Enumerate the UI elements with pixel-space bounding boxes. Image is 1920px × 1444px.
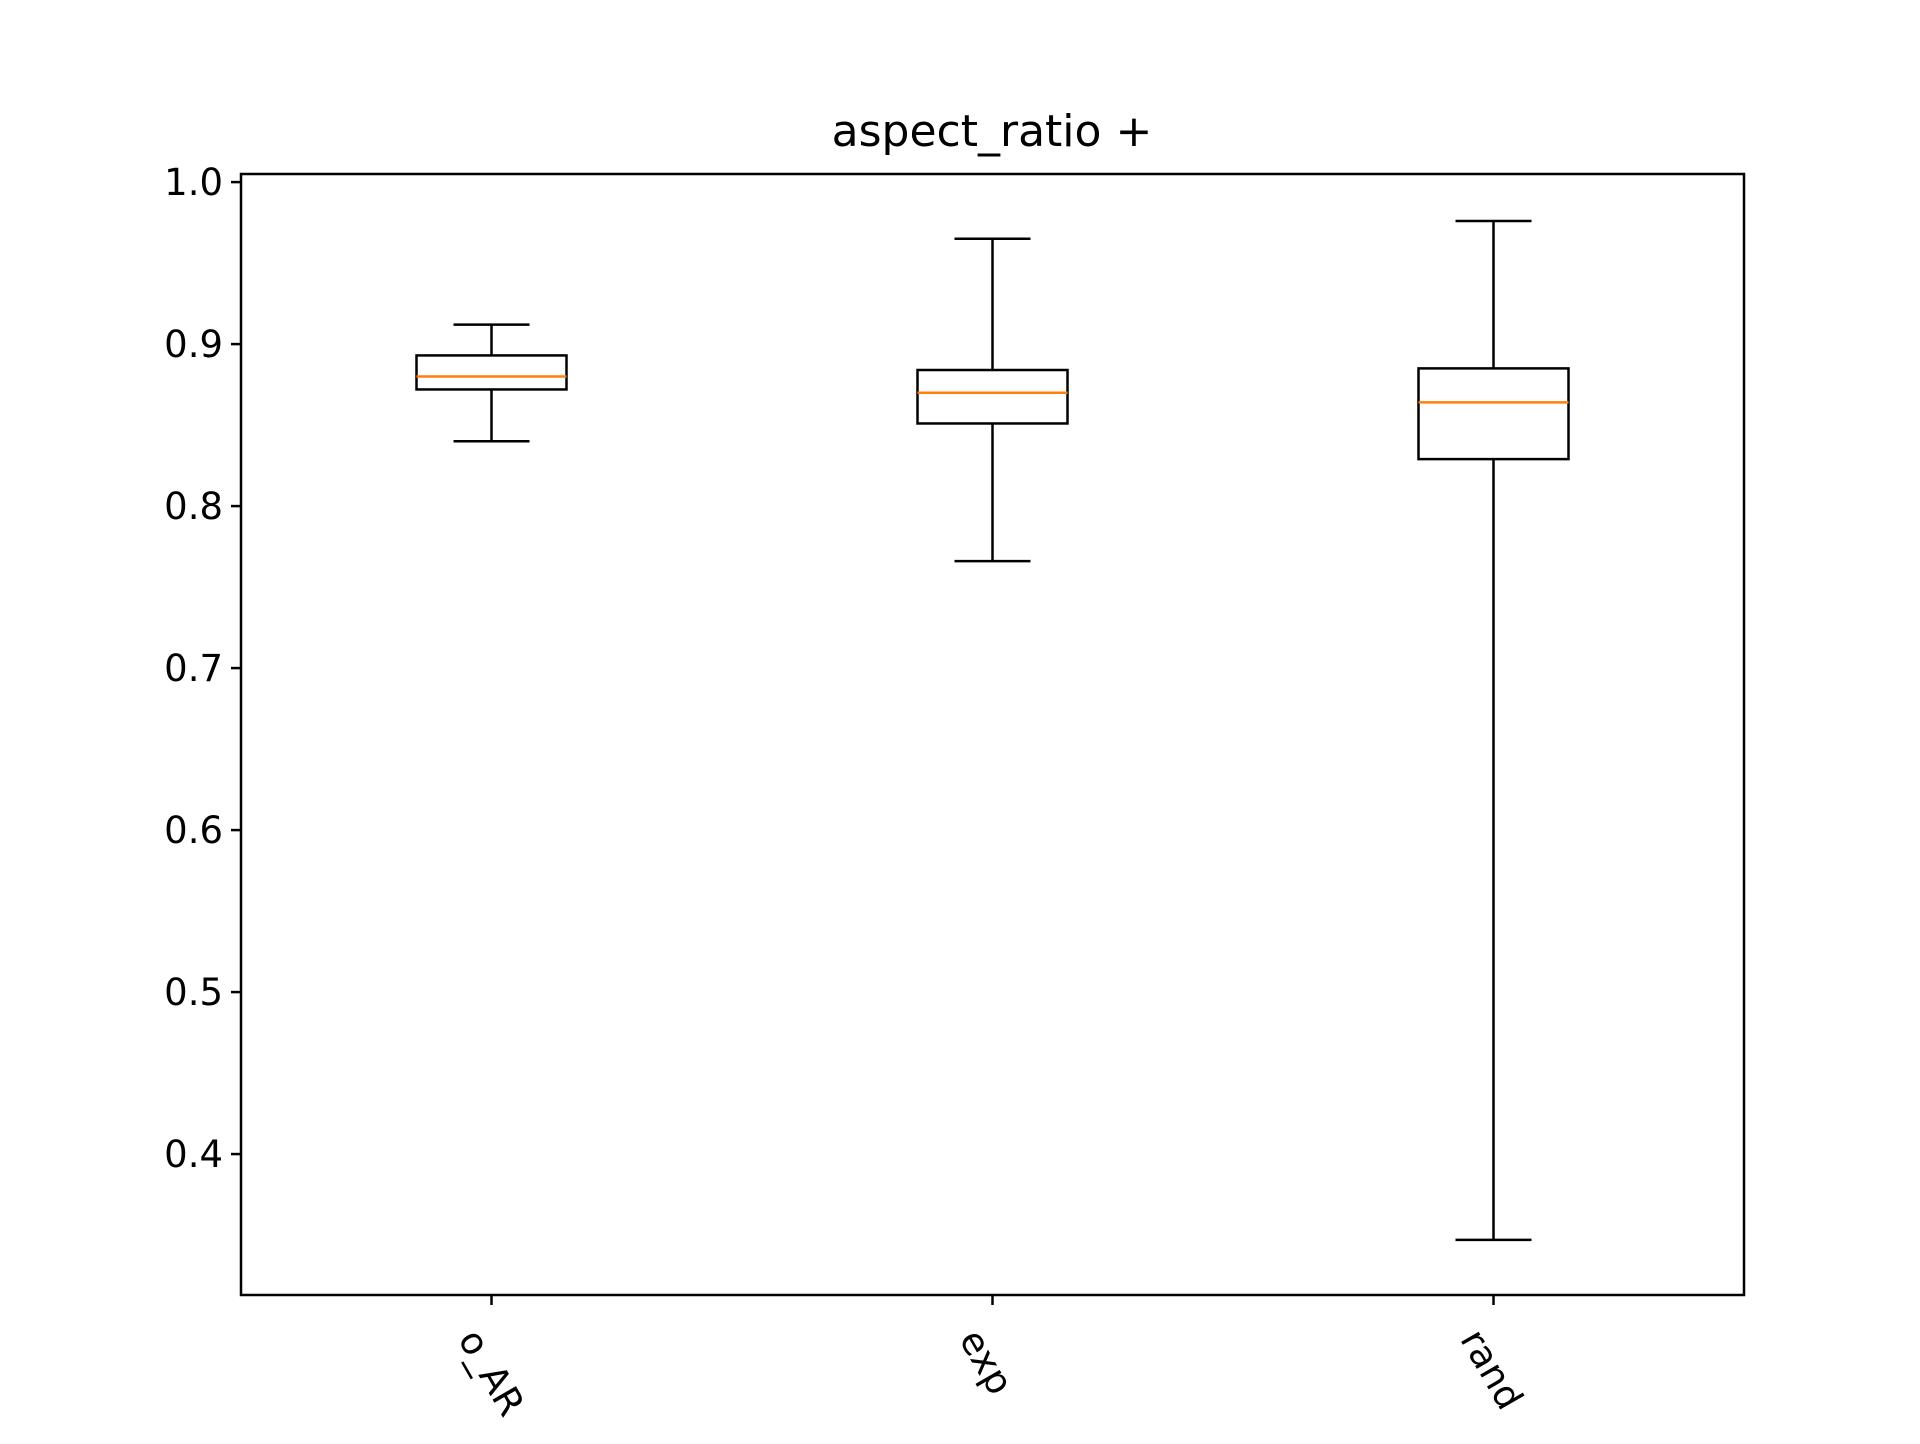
box-body — [415, 354, 568, 391]
x-axis: o_AR exp rand — [450, 1295, 1532, 1423]
y-tick-label: 0.5 — [164, 971, 223, 1014]
x-tick-label: rand — [1452, 1322, 1532, 1417]
chart-title: aspect_ratio + — [832, 106, 1153, 157]
x-tick-label: exp — [951, 1322, 1022, 1402]
y-tick-label: 1.0 — [164, 161, 223, 204]
box-body — [1417, 367, 1570, 461]
boxes-group — [415, 219, 1570, 1242]
y-tick-label: 0.9 — [164, 323, 223, 366]
y-tick-label: 0.8 — [164, 485, 223, 528]
box-o_AR — [415, 323, 568, 443]
box-rand — [1417, 219, 1570, 1242]
y-tick-label: 0.6 — [164, 809, 223, 852]
y-tick-label: 0.4 — [164, 1133, 223, 1176]
box-body — [916, 368, 1069, 425]
y-axis: 0.4 0.5 0.6 0.7 0.8 0.9 1.0 — [164, 161, 241, 1176]
x-tick-label: o_AR — [450, 1322, 533, 1423]
box-exp — [916, 237, 1069, 563]
y-tick-label: 0.7 — [164, 647, 223, 690]
